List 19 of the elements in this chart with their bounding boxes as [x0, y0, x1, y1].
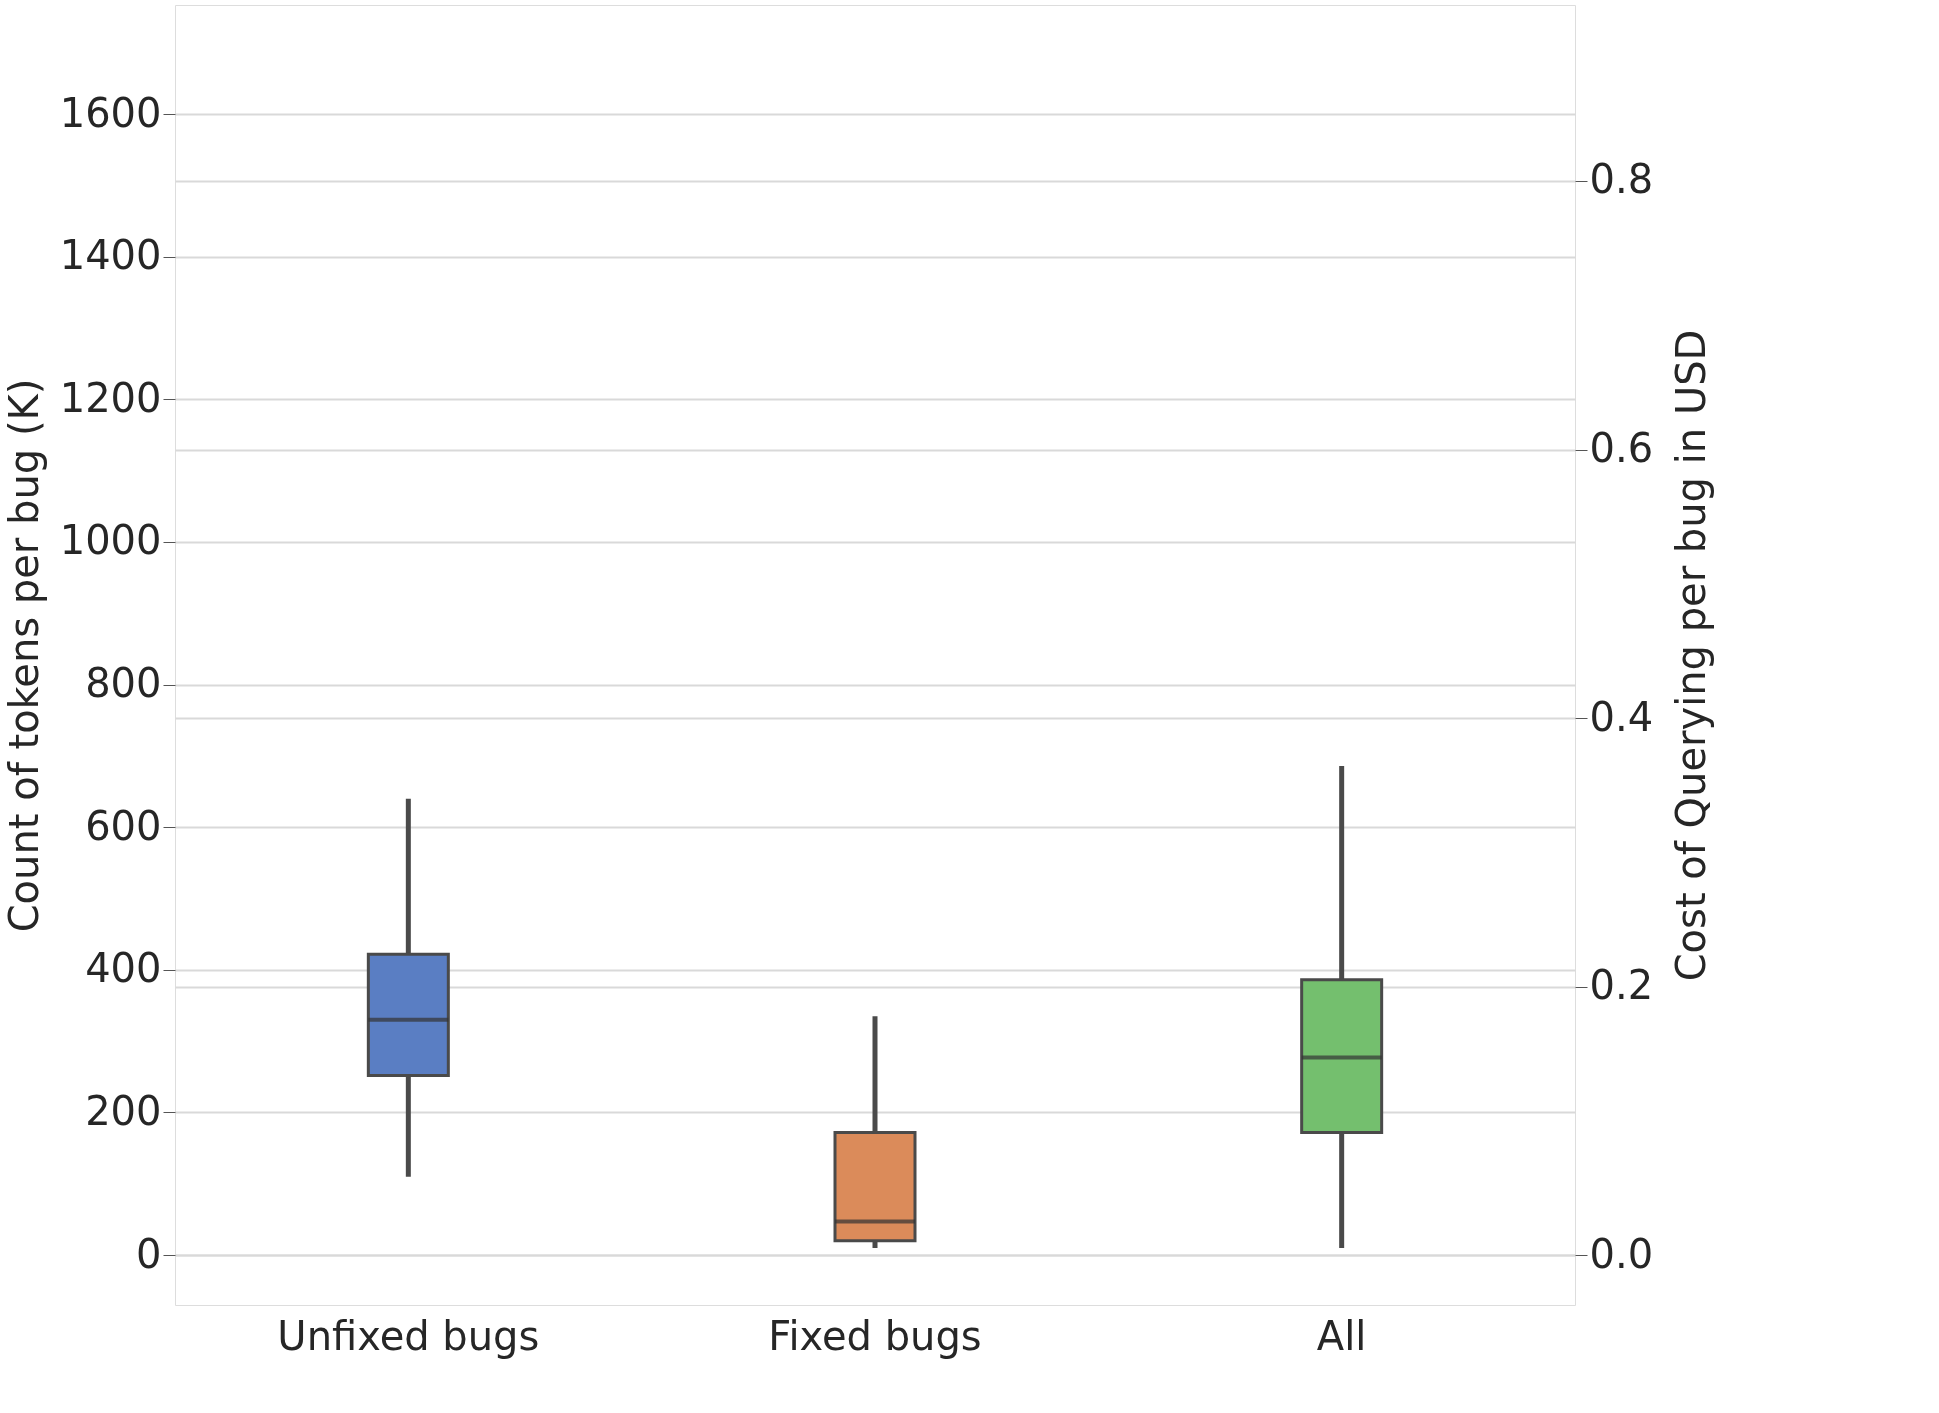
y2-tick-label: 0.6: [1589, 425, 1654, 472]
y-tick-label: 1200: [59, 374, 162, 421]
y2-axis-title: Cost of Querying per bug in USD: [1668, 329, 1715, 982]
y2-tick-label: 0.0: [1589, 1230, 1654, 1277]
y-tick-label: 1000: [59, 517, 162, 564]
y-tick-label: 0: [136, 1230, 162, 1277]
y-tick-label: 200: [85, 1087, 162, 1134]
x-tick-label: Unfixed bugs: [277, 1312, 540, 1359]
y-tick-label: 800: [85, 660, 162, 707]
x-tick-label: Fixed bugs: [768, 1312, 982, 1359]
y2-tick-label: 0.8: [1589, 156, 1654, 203]
y-axis-title: Count of tokens per bug (K): [0, 378, 47, 933]
y2-tick-label: 0.4: [1589, 693, 1654, 740]
y-tick-label: 400: [85, 945, 162, 992]
x-tick-label: All: [1316, 1312, 1367, 1359]
y-tick-label: 1600: [59, 89, 162, 136]
y-tick-label: 600: [85, 802, 162, 849]
y2-tick-label: 0.2: [1589, 962, 1654, 1009]
y-tick-label: 1400: [59, 232, 162, 279]
